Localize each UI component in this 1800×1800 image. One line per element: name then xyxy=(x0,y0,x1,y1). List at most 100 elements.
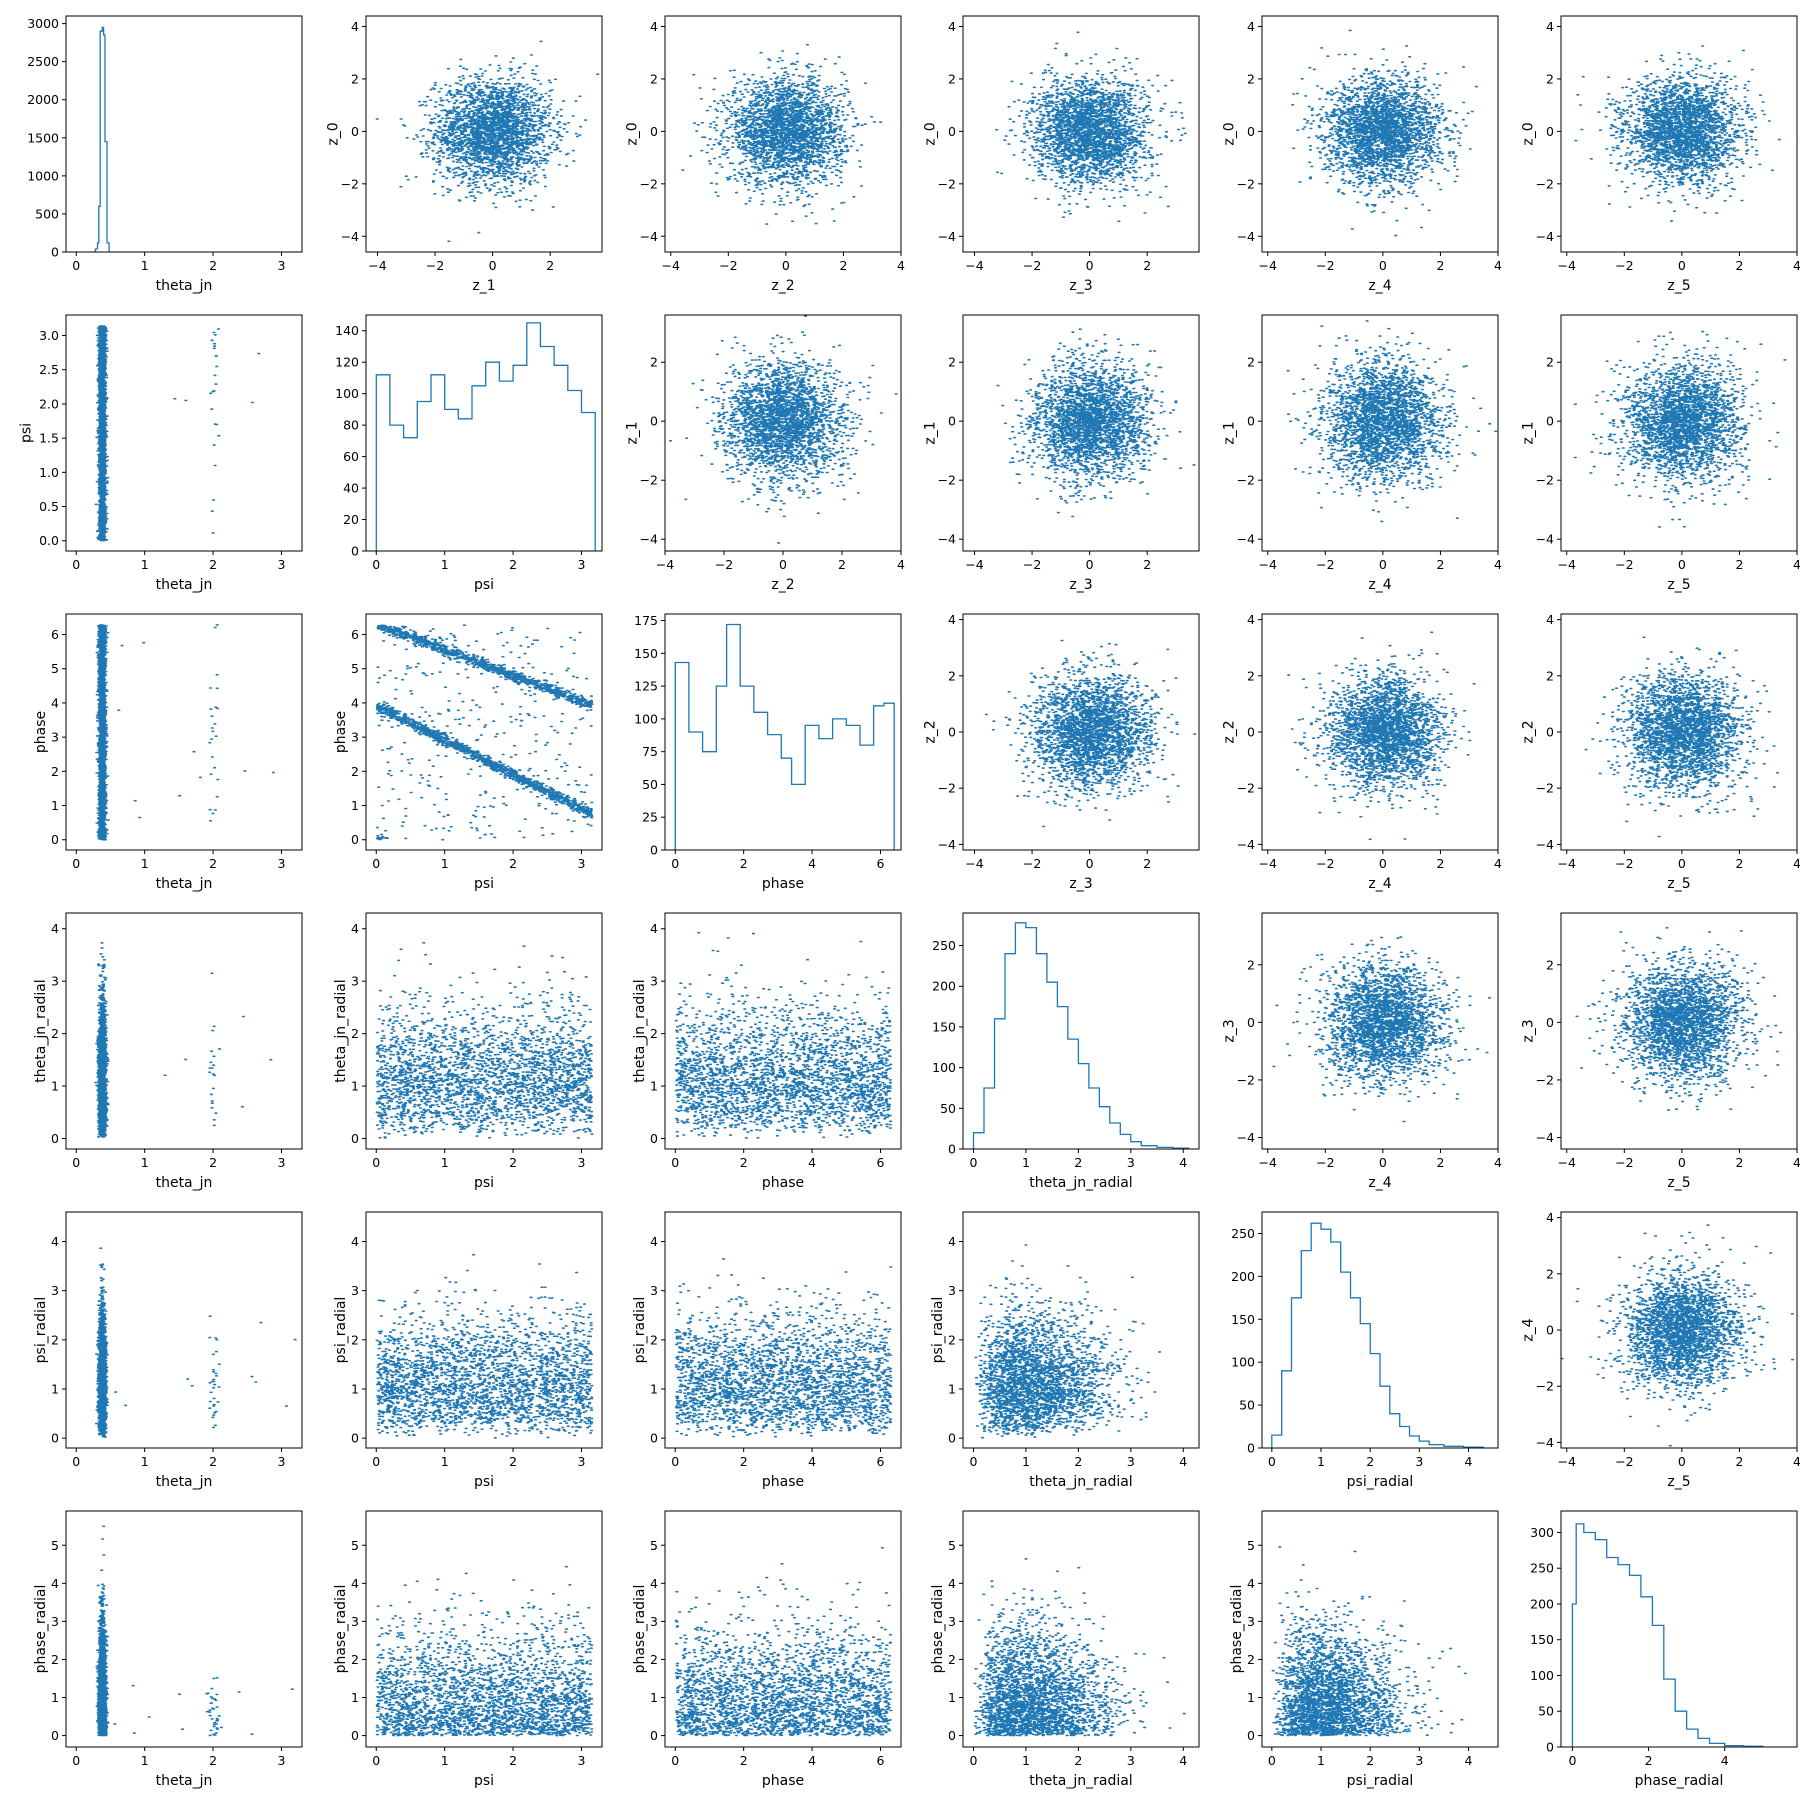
x-axis-label: theta_jn xyxy=(156,278,213,294)
y-tick-label: 2 xyxy=(1546,668,1554,683)
y-tick-label: 4 xyxy=(1546,1210,1554,1225)
plot-area xyxy=(94,1247,297,1438)
y-tick-label: 4 xyxy=(1247,1576,1255,1591)
scatter-points xyxy=(1272,936,1492,1123)
plot-area xyxy=(1575,927,1783,1111)
plot-area xyxy=(972,922,1190,1149)
scatter-points xyxy=(375,1565,594,1737)
plot-area xyxy=(1271,1222,1484,1448)
y-axis-label: psi_radial xyxy=(33,1297,49,1364)
x-tick-label: 0 xyxy=(782,258,790,273)
x-tick-label: 0 xyxy=(372,557,380,572)
y-tick-label: 2 xyxy=(51,764,59,779)
y-tick-label: 3 xyxy=(351,1283,359,1298)
x-tick-label: 2 xyxy=(1366,1454,1374,1469)
y-tick-label: 2 xyxy=(1546,1266,1554,1281)
x-tick-label: 0 xyxy=(372,1753,380,1768)
plot-area xyxy=(375,942,594,1139)
y-axis-label: z_0 xyxy=(1521,122,1537,145)
plot-area xyxy=(375,322,596,551)
x-tick-label: 0 xyxy=(372,1454,380,1469)
y-tick-label: −4 xyxy=(1536,837,1554,852)
x-tick-label: 2 xyxy=(1143,557,1151,572)
y-tick-label: −2 xyxy=(1237,473,1255,488)
y-tick-label: 4 xyxy=(948,19,956,34)
y-tick-label: 2 xyxy=(948,1652,956,1667)
x-tick-label: 3 xyxy=(278,1155,286,1170)
y-tick-label: 2 xyxy=(51,1332,59,1347)
x-tick-label: −2 xyxy=(1615,258,1633,273)
y-tick-label: 3 xyxy=(51,974,59,989)
x-tick-label: 2 xyxy=(1436,856,1444,871)
x-axis-label: phase xyxy=(762,1175,804,1191)
panel-r2-c0: 0 1 2 3 0 1 2 3 4 5 6 theta_jn phase xyxy=(33,613,303,892)
y-tick-label: −4 xyxy=(1536,532,1554,547)
panel-r0-c3: −4 −2 0 2 −4 −2 0 2 4 z_3 z_0 xyxy=(923,15,1200,294)
x-tick-label: 1 xyxy=(141,856,149,871)
panel-r5-c4: 0 1 2 3 4 0 1 2 3 4 5 psi_radial phase_radial xyxy=(1229,1510,1499,1789)
x-tick-label: 3 xyxy=(578,557,586,572)
y-tick-label: 3 xyxy=(51,730,59,745)
y-tick-label: 0 xyxy=(650,414,658,429)
y-tick-label: 0 xyxy=(351,124,359,139)
y-tick-label: 1 xyxy=(51,798,59,813)
y-tick-label: 100 xyxy=(1231,1355,1255,1370)
plot-area xyxy=(375,40,600,243)
scatter-points xyxy=(973,1558,1186,1737)
axes-frame xyxy=(1560,912,1798,1150)
x-tick-label: 2 xyxy=(740,1454,748,1469)
y-tick-label: 100 xyxy=(1530,1668,1554,1683)
x-tick-label: 2 xyxy=(740,856,748,871)
x-tick-label: −4 xyxy=(1259,557,1277,572)
y-tick-label: −4 xyxy=(640,229,658,244)
axes-frame xyxy=(664,1510,902,1748)
y-tick-label: −4 xyxy=(1237,532,1255,547)
axes-frame xyxy=(1261,1510,1499,1748)
x-tick-label: −2 xyxy=(1615,1155,1633,1170)
x-tick-label: 0 xyxy=(1678,557,1686,572)
plot-area xyxy=(674,1258,893,1438)
y-tick-label: 3 xyxy=(948,1283,956,1298)
x-tick-label: 1 xyxy=(441,557,449,572)
scatter-points xyxy=(95,624,275,841)
y-tick-label: 6 xyxy=(351,627,359,642)
panel-r3-c2: 0 2 4 6 0 1 2 3 4 phase theta_jn_radial xyxy=(632,912,902,1191)
x-tick-label: 1 xyxy=(1022,1155,1030,1170)
x-axis-label: phase_radial xyxy=(1635,1773,1724,1789)
panel-r4-c5: −4 −2 0 2 4 −4 −2 0 2 4 z_5 z_4 xyxy=(1521,1210,1800,1490)
plot-area xyxy=(375,624,594,841)
x-tick-label: 0 xyxy=(1678,856,1686,871)
y-tick-label: −4 xyxy=(1536,1435,1554,1450)
x-tick-label: 0 xyxy=(72,1454,80,1469)
y-tick-label: 4 xyxy=(1247,612,1255,627)
y-tick-label: −4 xyxy=(1237,1130,1255,1145)
x-axis-label: z_4 xyxy=(1368,577,1391,593)
x-tick-label: 4 xyxy=(1793,557,1800,572)
x-axis-label: z_5 xyxy=(1667,876,1690,892)
y-tick-label: −2 xyxy=(1237,176,1255,191)
y-axis-label: z_2 xyxy=(1222,720,1238,743)
y-tick-label: 2 xyxy=(1247,957,1255,972)
y-tick-label: 3000 xyxy=(27,16,59,31)
x-tick-label: 1 xyxy=(141,258,149,273)
y-tick-label: 0 xyxy=(650,1131,658,1146)
x-axis-label: z_5 xyxy=(1667,278,1690,294)
plot-area xyxy=(681,43,883,225)
y-tick-label: 0 xyxy=(1546,1015,1554,1030)
x-tick-label: 0 xyxy=(1379,1155,1387,1170)
x-tick-label: 0 xyxy=(970,1753,978,1768)
x-tick-label: −4 xyxy=(1558,557,1576,572)
y-axis-label: z_0 xyxy=(625,122,641,145)
panel-r1-c2: −4 −2 0 2 4 −4 −2 0 2 z_2 z_1 xyxy=(625,314,905,593)
plot-area xyxy=(974,1244,1162,1439)
y-tick-label: −2 xyxy=(1536,781,1554,796)
y-tick-label: −2 xyxy=(1536,176,1554,191)
x-axis-label: z_5 xyxy=(1667,1474,1690,1490)
y-tick-label: −2 xyxy=(1536,1072,1554,1087)
x-tick-label: −2 xyxy=(1316,557,1334,572)
x-axis-label: theta_jn xyxy=(156,1773,213,1789)
x-tick-label: 1 xyxy=(1022,1454,1030,1469)
y-tick-label: 1 xyxy=(51,1079,59,1094)
y-tick-label: 0 xyxy=(51,1431,59,1446)
